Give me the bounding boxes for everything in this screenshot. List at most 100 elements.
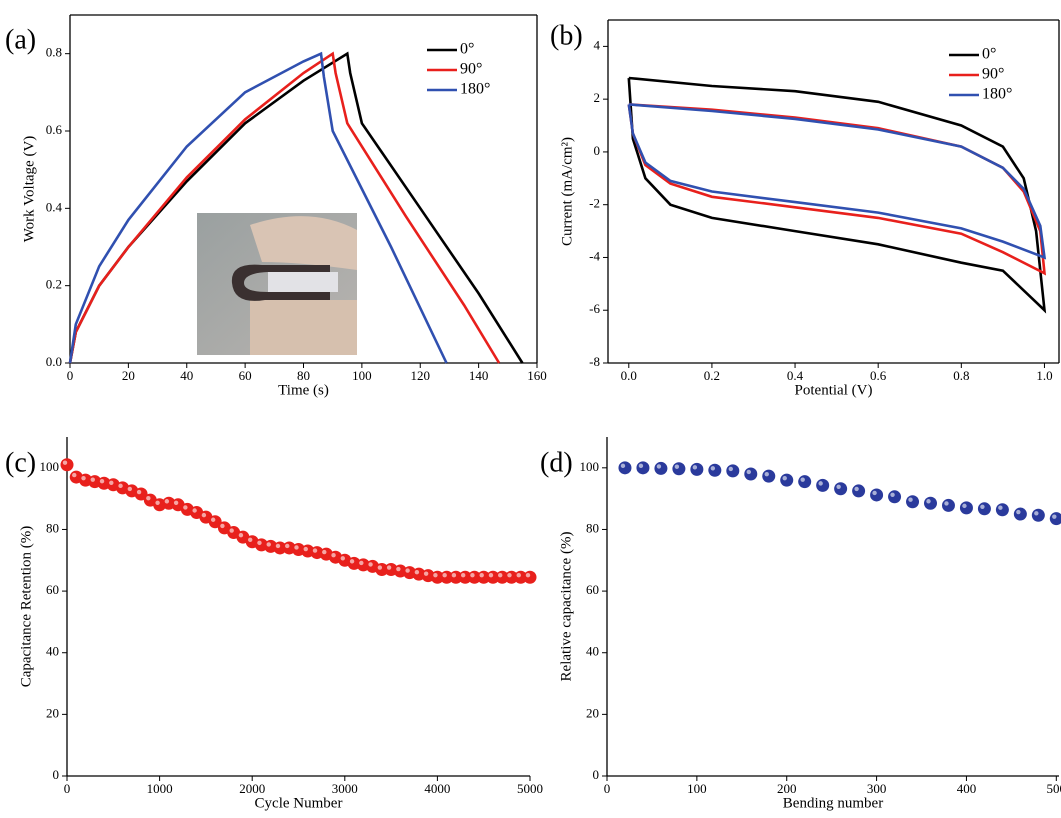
- point-highlight: [872, 490, 877, 496]
- x-tick-label: 0.4: [787, 368, 804, 383]
- point-highlight: [423, 571, 429, 576]
- point-highlight: [525, 573, 531, 578]
- data-point: [977, 502, 991, 516]
- x-tick-label: 120: [411, 368, 431, 383]
- point-highlight: [285, 543, 290, 549]
- data-point: [744, 467, 758, 481]
- data-point: [798, 475, 812, 489]
- point-highlight: [118, 483, 123, 489]
- x-axis-title: Cycle Number: [255, 795, 343, 811]
- x-tick-label: 140: [469, 368, 489, 383]
- legend-label: 90°: [460, 61, 482, 78]
- point-highlight: [818, 481, 823, 486]
- y-axis-title: Work Voltage (V): [21, 136, 37, 243]
- point-highlight: [998, 505, 1003, 510]
- x-tick-label: 20: [122, 368, 135, 383]
- data-point: [514, 570, 528, 584]
- data-point: [672, 462, 686, 476]
- point-highlight: [890, 492, 895, 497]
- data-point: [523, 570, 537, 584]
- point-highlight: [692, 465, 698, 470]
- data-point: [440, 570, 454, 584]
- point-highlight: [294, 545, 299, 550]
- inset-photo: [197, 213, 357, 355]
- y-tick-label: 0.0: [46, 354, 62, 369]
- data-point: [780, 473, 794, 487]
- data-point: [690, 462, 704, 476]
- point-highlight: [368, 562, 373, 567]
- x-tick-label: 5000: [517, 781, 543, 796]
- data-line: [627, 103, 1047, 276]
- x-tick-label: 0.0: [621, 368, 637, 383]
- data-point: [1013, 507, 1027, 521]
- x-tick-label: 100: [687, 781, 707, 796]
- y-tick-label: 40: [46, 644, 59, 659]
- point-highlight: [146, 495, 151, 501]
- data-point: [134, 487, 148, 501]
- panel-label: (a): [5, 24, 36, 55]
- x-tick-label: 0: [67, 368, 74, 383]
- data-point: [798, 475, 812, 489]
- point-highlight: [266, 542, 271, 547]
- y-tick-label: -2: [589, 196, 600, 211]
- data-line: [68, 51, 501, 364]
- data-point: [60, 458, 74, 472]
- data-point: [977, 502, 991, 516]
- data-point: [1013, 507, 1027, 521]
- point-highlight: [220, 523, 225, 529]
- data-point: [888, 490, 902, 504]
- point-highlight: [1034, 511, 1039, 516]
- point-highlight: [638, 463, 644, 469]
- y-tick-label: 0.2: [46, 277, 62, 292]
- data-point: [906, 495, 920, 509]
- data-point: [477, 570, 491, 584]
- point-highlight: [155, 500, 160, 505]
- data-point: [906, 495, 920, 509]
- data-point: [762, 469, 776, 483]
- y-tick-label: 40: [586, 644, 599, 659]
- y-axis-title: Current (mA/cm²): [559, 137, 575, 246]
- data-point: [726, 464, 740, 478]
- point-highlight: [405, 568, 410, 573]
- data-point: [430, 570, 444, 584]
- y-tick-label: 80: [46, 520, 59, 535]
- x-tick-label: 0.6: [870, 368, 887, 383]
- point-highlight: [210, 517, 216, 522]
- y-tick-label: 2: [594, 90, 601, 105]
- data-point: [816, 478, 830, 492]
- data-point: [923, 496, 937, 510]
- data-point: [672, 462, 686, 476]
- point-highlight: [516, 573, 521, 578]
- data-point: [375, 563, 389, 577]
- y-axis-title: Capacitance Retention (%): [18, 526, 34, 688]
- data-point: [816, 478, 830, 492]
- legend-label: 180°: [982, 86, 1012, 103]
- x-tick-label: 4000: [424, 781, 450, 796]
- data-point: [1049, 512, 1061, 526]
- point-highlight: [257, 540, 262, 546]
- data-point: [654, 461, 668, 475]
- point-highlight: [386, 565, 392, 570]
- point-highlight: [1052, 514, 1057, 519]
- point-highlight: [136, 489, 142, 495]
- data-point: [870, 488, 884, 502]
- y-tick-label: 80: [586, 520, 599, 535]
- y-tick-label: -8: [589, 354, 600, 369]
- y-tick-label: 60: [46, 582, 59, 597]
- point-highlight: [173, 500, 179, 505]
- point-highlight: [1016, 509, 1021, 515]
- data-point: [495, 570, 509, 584]
- data-point: [834, 482, 848, 496]
- x-tick-label: 0: [64, 781, 71, 796]
- data-line: [68, 51, 448, 364]
- data-point: [273, 541, 287, 555]
- point-highlight: [507, 573, 512, 578]
- point-highlight: [312, 548, 318, 553]
- point-highlight: [164, 499, 170, 504]
- x-tick-label: 160: [527, 368, 547, 383]
- x-tick-label: 0.2: [704, 368, 720, 383]
- point-highlight: [854, 486, 859, 492]
- data-point: [959, 501, 973, 515]
- y-tick-label: 100: [40, 459, 60, 474]
- point-highlight: [62, 460, 68, 465]
